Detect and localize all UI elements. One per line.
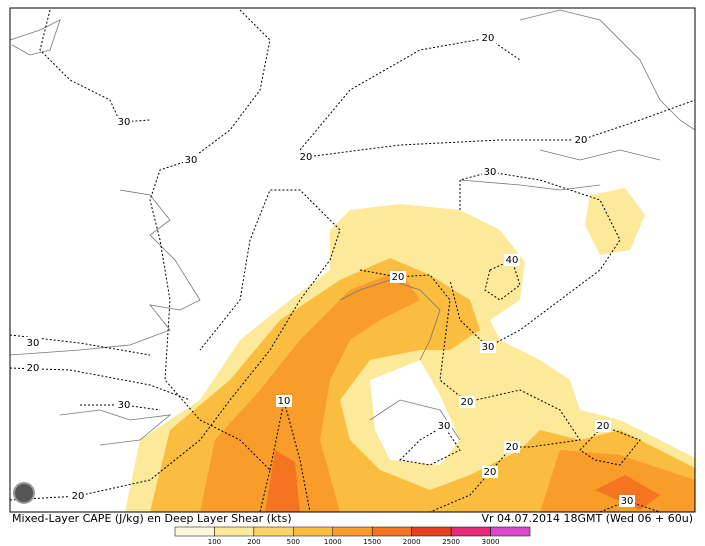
colorbar-segment [214,526,255,537]
contour-label-bg [276,395,292,407]
contour-label: 30 [621,496,634,507]
valid-time: Vr 04.07.2014 18GMT (Wed 06 + 60u) [482,512,694,525]
contour-label: 20 [597,421,610,432]
contour-label: 10 [278,396,291,407]
contour-label-bg [116,116,132,128]
caption: Mixed-Layer CAPE (J/kg) en Deep Layer Sh… [12,512,292,525]
colorbar-segment [490,526,531,537]
contour-label: 30 [484,167,497,178]
colorbar-segment [450,526,491,537]
colorbar-label: 2000 [403,538,421,546]
contour-label: 30 [482,342,495,353]
colorbar-segment [371,526,412,537]
logo [13,482,35,504]
contour-label-bg [298,151,314,163]
contour-label-bg [436,420,452,432]
contour-label: 20 [392,272,405,283]
contour-label-bg [70,490,86,502]
cape-100 [585,188,645,255]
colorbar-label: 3000 [482,538,500,546]
contour-label-bg [573,134,589,146]
contour-label-bg [25,362,41,374]
contour-label: 20 [482,33,495,44]
coastlines [9,9,696,446]
colorbar-segment [174,526,215,537]
contour-label: 30 [27,338,40,349]
contour-label: 20 [506,442,519,453]
contour-label-bg [619,495,635,507]
contour-label-bg [25,337,41,349]
contour-label: 40 [506,255,519,266]
cape-shading [125,188,695,512]
colorbar-segment [332,526,373,537]
contour-label: 30 [118,117,131,128]
contour-label: 30 [438,421,451,432]
contour-label: 20 [575,135,588,146]
contour-label-bg [482,466,498,478]
colorbar: 100 200 500 1000 1500 2000 2500 3000 [174,526,531,546]
contour-label-bg [504,441,520,453]
colorbar-label: 500 [287,538,300,546]
contour-label: 20 [27,363,40,374]
contour-label-bg [390,271,406,283]
contour-label: 20 [484,467,497,478]
contour-label-bg [480,341,496,353]
contour-label-bg [116,399,132,411]
contour-label: 20 [72,491,85,502]
colorbar-label: 2500 [442,538,460,546]
contour-label-bg [459,396,475,408]
colorbar-segment [411,526,452,537]
contour-label: 20 [461,397,474,408]
contour-label: 30 [118,400,131,411]
colorbar-label: 100 [208,538,221,546]
contour-label-bg [595,420,611,432]
contour-label: 30 [185,155,198,166]
contour-label-bg [183,154,199,166]
contour-label-bg [480,32,496,44]
map-frame [9,7,696,513]
contour-label: 20 [300,152,313,163]
colorbar-label: 1000 [324,538,342,546]
contour-labels: 20 30 30 20 30 20 20 40 30 30 20 30 10 20 30 20 20 20 20 30 [25,32,635,507]
colorbar-segment [293,526,334,537]
colorbar-label: 1500 [363,538,381,546]
colorbar-label: 200 [247,538,260,546]
contour-label-bg [482,166,498,178]
contour-label-bg [504,254,520,266]
cape-1000 [200,270,695,512]
colorbar-segment [253,526,294,537]
